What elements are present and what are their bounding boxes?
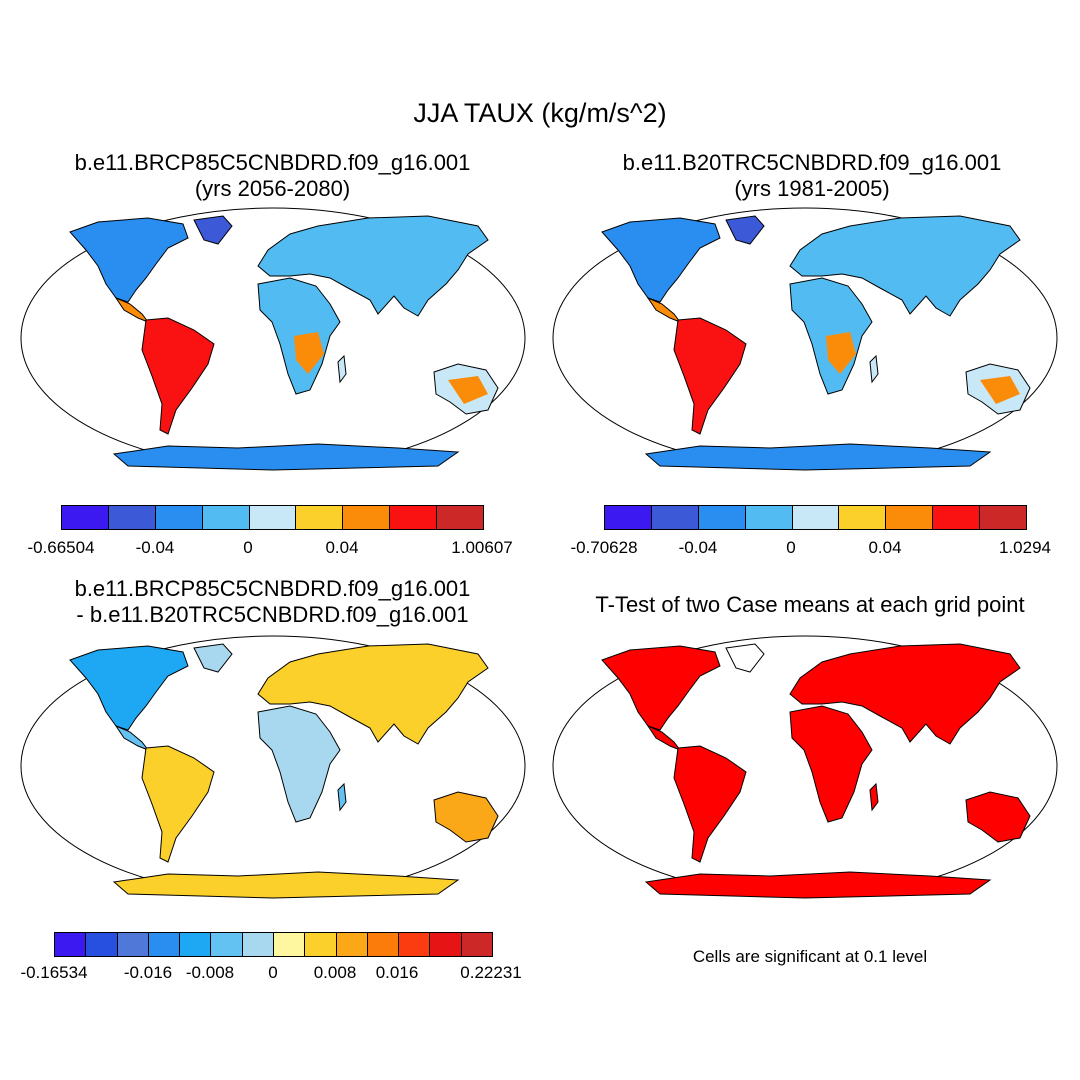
field-patch [158, 334, 208, 374]
cb3-label: 0 [268, 963, 278, 982]
colorbar-swatch [117, 933, 149, 956]
landmass-namerica [69, 645, 189, 731]
panel3-title-line2: - b.e11.B20TRC5CNBDRD.f09_g16.001 [76, 602, 469, 627]
colorbar-swatch [148, 933, 181, 956]
landmass-greenland [725, 643, 765, 673]
field-patch [448, 376, 488, 404]
colorbar-swatch [108, 506, 156, 529]
colorbar-difference [54, 932, 493, 957]
cb2-label: -0.04 [678, 538, 718, 557]
colorbar-swatch [336, 933, 368, 956]
cb3-label: -0.16534 [20, 963, 88, 982]
colorbar-swatch [437, 506, 484, 529]
landmass-greenland [193, 643, 233, 673]
landmass-madagascar [869, 782, 879, 812]
colorbar-swatch [211, 933, 243, 956]
colorbar-swatch [305, 933, 337, 956]
landmass-madagascar [337, 354, 347, 384]
colorbar-swatch [461, 933, 492, 956]
panel1-title-line1: b.e11.BRCP85C5CNBDRD.f09_g16.001 [74, 150, 471, 175]
figure-title: JJA TAUX (kg/m/s^2) [413, 98, 667, 128]
landmass-madagascar [869, 354, 879, 384]
cb3-label: 0.008 [313, 963, 357, 982]
colorbar-swatch [367, 933, 400, 956]
landmass-greenland [193, 215, 233, 245]
colorbar-swatch [886, 506, 934, 529]
landmass-africa [789, 705, 873, 823]
cb1-label: 0 [243, 538, 253, 557]
panel1-title-line2: (yrs 2056-2080) [194, 176, 351, 201]
panel2-title-line1: b.e11.B20TRC5CNBDRD.f09_g16.001 [622, 150, 1002, 175]
colorbar-swatch [155, 506, 203, 529]
map-panel-difference [20, 635, 526, 899]
landmass-samerica [141, 745, 215, 863]
field-patch [980, 376, 1020, 404]
colorbar-swatch [180, 933, 212, 956]
map-panel-rcp85 [20, 207, 526, 471]
cb3-label: 0.22231 [460, 963, 522, 982]
map-panel-historical [552, 207, 1058, 471]
colorbar-swatch [249, 506, 297, 529]
panel3-title-line1: b.e11.BRCP85C5CNBDRD.f09_g16.001 [74, 576, 471, 601]
cb2-label: 1.0294 [999, 538, 1051, 557]
colorbar-swatch [792, 506, 840, 529]
landmass-madagascar [337, 782, 347, 812]
landmass-antarctica [644, 871, 992, 899]
colorbar-swatch [605, 506, 652, 529]
cb1-label: -0.66504 [27, 538, 95, 557]
colorbar-historical [604, 505, 1027, 530]
colorbar-swatch [86, 933, 118, 956]
colorbar-swatch [651, 506, 699, 529]
colorbar-swatch [296, 506, 344, 529]
colorbar-swatch [430, 933, 462, 956]
field-patch [826, 332, 856, 374]
colorbar-rcp85 [61, 505, 484, 530]
panel4-title: T-Test of two Case means at each grid po… [595, 592, 1025, 617]
field-patch [294, 332, 324, 374]
landmass-antarctica [112, 443, 460, 471]
landmass-australia [965, 791, 1031, 843]
landmass-eurasia [257, 643, 489, 745]
landmass-antarctica [112, 871, 460, 899]
map-panel-ttest [552, 635, 1058, 899]
colorbar-swatch [390, 506, 438, 529]
panel2-title-line2: (yrs 1981-2005) [734, 176, 890, 201]
colorbar-swatch [399, 933, 431, 956]
colorbar-swatch [62, 506, 109, 529]
cb3-label: 0.016 [375, 963, 419, 982]
landmass-eurasia [789, 643, 1021, 745]
landmass-greenland [725, 215, 765, 245]
significance-note: Cells are significant at 0.1 level [692, 947, 928, 966]
landmass-namerica [601, 217, 721, 303]
landmass-namerica [69, 217, 189, 303]
cb3-label: -0.008 [185, 963, 235, 982]
colorbar-swatch [933, 506, 981, 529]
landmass-antarctica [644, 443, 992, 471]
colorbar-swatch [202, 506, 250, 529]
colorbar-swatch [745, 506, 793, 529]
cb2-label: 0 [786, 538, 796, 557]
colorbar-swatch [242, 933, 274, 956]
colorbar-swatch [980, 506, 1027, 529]
colorbar-swatch [55, 933, 87, 956]
cb1-label: 1.00607 [451, 538, 513, 557]
cb1-label: -0.04 [135, 538, 175, 557]
landmass-namerica [601, 645, 721, 731]
cb2-label: -0.70628 [570, 538, 638, 557]
colorbar-swatch [273, 933, 306, 956]
cb2-label: 0.04 [868, 538, 902, 557]
landmass-africa [257, 705, 341, 823]
colorbar-swatch [839, 506, 887, 529]
landmass-samerica [673, 745, 747, 863]
landmass-australia [433, 791, 499, 843]
colorbar-swatch [343, 506, 391, 529]
landmass-eurasia [257, 215, 489, 317]
cb3-label: -0.016 [123, 963, 173, 982]
cb1-label: 0.04 [325, 538, 359, 557]
landmass-eurasia [789, 215, 1021, 317]
colorbar-swatch [698, 506, 746, 529]
field-patch [690, 334, 740, 374]
